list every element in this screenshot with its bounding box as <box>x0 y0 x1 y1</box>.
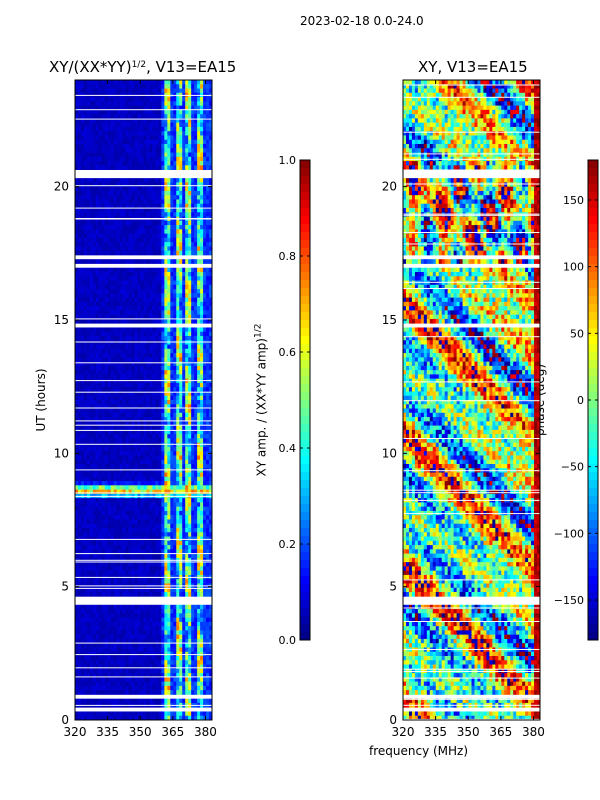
amp-axes-frame <box>74 79 213 721</box>
phase-axes-x-tick-label: 335 <box>424 725 447 739</box>
left-plot-title: XY/(XX*YY)1/2, V13=EA15 <box>49 58 237 76</box>
phase-axes-y-tick-label: 0 <box>389 713 397 727</box>
figure-suptitle: 2023-02-18 0.0-24.0 <box>300 14 424 28</box>
phase-axes-y-tick-label: 20 <box>382 180 397 194</box>
amp-axes-x-tick-label: 320 <box>64 725 87 739</box>
colorbar-phase-tick-label: −150 <box>554 594 584 607</box>
phase-axes-x-tick-label: 320 <box>392 725 415 739</box>
amp-axes-x-tick-label: 380 <box>194 725 217 739</box>
amp-axes-y-tick-label: 10 <box>54 446 69 460</box>
amp-axes-x-tick-label: 365 <box>161 725 184 739</box>
phase-axes-x-tick-label: 350 <box>457 725 480 739</box>
colorbar-amplitude-frame <box>299 159 311 641</box>
colorbar-phase-tick-label: −100 <box>554 527 584 540</box>
phase-axes-frame <box>402 79 541 721</box>
x-axis-label: frequency (MHz) <box>369 744 469 758</box>
amp-axes-y-tick-label: 20 <box>54 180 69 194</box>
colorbar-amplitude-tick-label: 0.8 <box>279 250 297 263</box>
amp-axes-y-tick-label: 15 <box>54 313 69 327</box>
amp-axes-x-tick-label: 350 <box>129 725 152 739</box>
phase-axes-x-tick-label: 365 <box>489 725 512 739</box>
right-plot-title: XY, V13=EA15 <box>418 58 528 76</box>
colorbar-amplitude-tick-label: 0.4 <box>279 442 297 455</box>
colorbar-amplitude-tick-label: 0.0 <box>279 634 297 647</box>
colorbar-phase-tick-label: 150 <box>563 194 584 207</box>
colorbar-phase-tick-label: 100 <box>563 261 584 274</box>
colorbar-phase-tick-label: −50 <box>561 461 584 474</box>
colorbar-phase-tick-label: 50 <box>570 327 584 340</box>
amp-axes-y-tick-label: 0 <box>61 713 69 727</box>
heatmap-amplitude-gaps <box>75 94 212 706</box>
colorbar-phase-gradient <box>588 160 598 641</box>
heatmap-phase-gaps <box>403 84 540 720</box>
colorbar-amplitude-gradient <box>300 160 310 641</box>
heatmap-phase-cells <box>403 80 541 721</box>
colorbar-amplitude-tick-label: 0.2 <box>279 538 297 551</box>
colorbar-amplitude-tick-label: 1.0 <box>279 154 297 167</box>
phase-axes-y-tick-label: 15 <box>382 313 397 327</box>
phase-axes-x-tick-label: 380 <box>522 725 545 739</box>
colorbar-amplitude-tick-label: 0.6 <box>279 346 297 359</box>
amp-axes-y-tick-label: 5 <box>61 580 69 594</box>
heatmap-amplitude-cells <box>75 80 213 721</box>
amp-axes-x-tick-label: 335 <box>96 725 119 739</box>
phase-axes-y-tick-label: 5 <box>389 580 397 594</box>
colorbar-phase-tick-label: 0 <box>577 394 584 407</box>
phase-axes-y-tick-label: 10 <box>382 446 397 460</box>
